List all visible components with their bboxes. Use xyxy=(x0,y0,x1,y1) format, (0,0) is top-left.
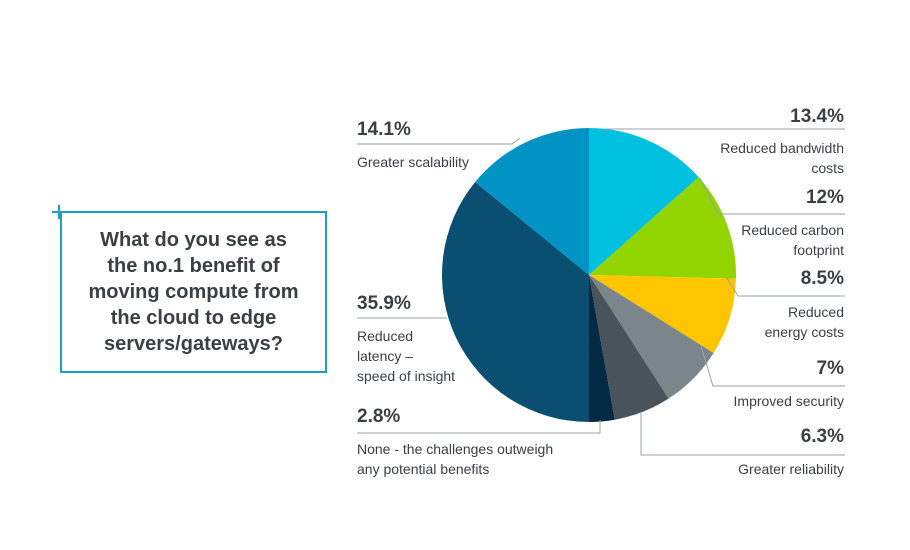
leader-line-none xyxy=(357,420,601,434)
question-line: the no.1 benefit of xyxy=(107,255,280,277)
label-latency: Reduced latency – speed of insight xyxy=(357,326,455,386)
label-line: Reduced carbon xyxy=(741,222,844,238)
pie-slice-carbon xyxy=(589,177,736,279)
pct-bandwidth: 13.4% xyxy=(790,106,844,127)
label-line: costs xyxy=(811,160,844,176)
question-line: servers/gateways? xyxy=(103,333,283,355)
question-line: What do you see as xyxy=(100,229,287,251)
label-line: Reduced bandwidth xyxy=(720,140,844,156)
pie-slice-latency xyxy=(442,182,589,422)
pct-security: 7% xyxy=(816,358,844,379)
pct-carbon: 12% xyxy=(805,187,844,208)
label-line: speed of insight xyxy=(357,368,456,384)
label-energy: Reduced energy costs xyxy=(765,302,844,342)
label-line: any potential benefits xyxy=(357,461,490,477)
pie-slice-security xyxy=(589,275,714,399)
pct-scalability: 14.1% xyxy=(357,119,411,140)
pie-slice-none xyxy=(589,275,615,422)
pct-none: 2.8% xyxy=(357,406,401,427)
label-line: energy costs xyxy=(764,324,844,340)
label-line: latency – xyxy=(357,348,414,364)
label-line: Greater reliability xyxy=(738,461,844,477)
label-line: None - the challenges outweigh xyxy=(357,441,554,457)
pct-energy: 8.5% xyxy=(800,268,844,289)
question-box: What do you see as the no.1 benefit of m… xyxy=(60,211,327,373)
leader-line-scalability xyxy=(357,137,521,145)
pct-reliability: 6.3% xyxy=(800,426,844,447)
label-carbon: Reduced carbon footprint xyxy=(741,220,844,260)
pie-slice-energy xyxy=(589,275,736,353)
label-line: Reduced xyxy=(787,304,844,320)
question-line: moving compute from xyxy=(88,281,299,303)
label-line: Reduced xyxy=(357,328,414,344)
label-line: Greater scalability xyxy=(357,154,470,170)
label-security: Improved security xyxy=(734,391,844,411)
pie-slice-scalability xyxy=(475,128,589,275)
label-none: None - the challenges outweigh any poten… xyxy=(357,439,553,479)
leader-line-security xyxy=(700,345,845,387)
leader-line-reliability xyxy=(640,412,845,456)
label-scalability: Greater scalability xyxy=(357,152,469,172)
pct-latency: 35.9% xyxy=(357,293,411,314)
question-line: the cloud to edge xyxy=(110,307,277,329)
pie-slice-bandwidth xyxy=(589,128,699,275)
label-line: footprint xyxy=(793,242,844,258)
question-text: What do you see as the no.1 benefit of m… xyxy=(74,227,312,357)
leader-line-carbon xyxy=(699,177,845,215)
label-line: Improved security xyxy=(733,393,844,409)
label-bandwidth: Reduced bandwidth costs xyxy=(720,138,844,178)
label-reliability: Greater reliability xyxy=(738,459,844,479)
pie-slice-reliability xyxy=(589,275,669,420)
leader-line-energy xyxy=(726,277,845,297)
